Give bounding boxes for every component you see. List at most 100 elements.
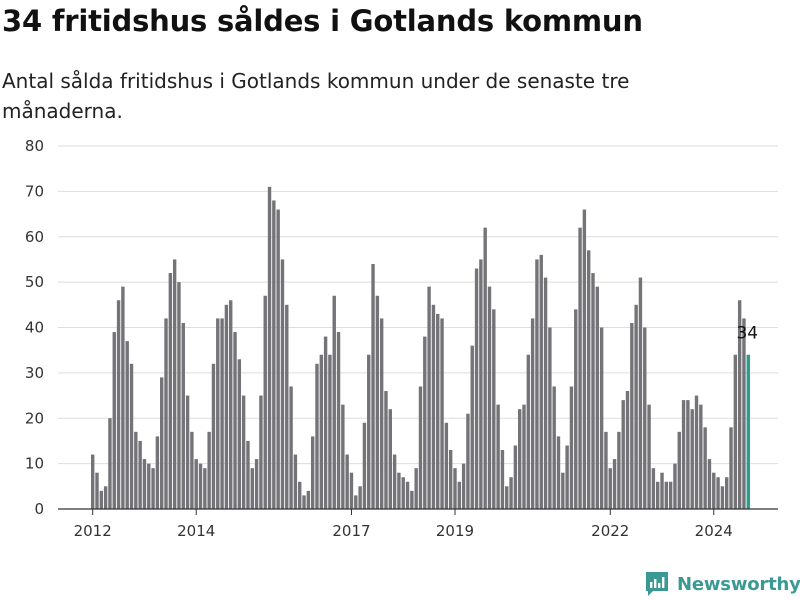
bar — [539, 254, 543, 509]
bar — [371, 263, 375, 509]
bar — [254, 459, 259, 509]
brand: Newsworthy — [644, 570, 800, 598]
bar — [466, 413, 470, 509]
bar — [496, 404, 500, 509]
bar — [147, 463, 151, 510]
bar — [220, 318, 224, 509]
bar — [185, 395, 190, 509]
bar — [742, 318, 746, 509]
bar — [418, 386, 423, 509]
bar — [323, 336, 328, 509]
bar — [448, 450, 453, 509]
bar — [556, 436, 561, 509]
bar — [517, 409, 522, 509]
bar — [349, 472, 354, 509]
data-label: 34 — [736, 324, 758, 344]
bar — [677, 431, 681, 509]
bar — [595, 286, 600, 509]
bar — [280, 259, 285, 509]
bar — [375, 295, 380, 509]
bar — [526, 354, 531, 509]
bar — [474, 268, 479, 509]
bar — [479, 259, 483, 509]
bar — [699, 404, 703, 509]
y-tick-label: 80 — [25, 137, 44, 155]
bar — [625, 391, 630, 509]
brand-name: Newsworthy — [677, 573, 800, 595]
bar — [410, 490, 414, 509]
bar — [582, 209, 587, 509]
bar — [720, 486, 725, 509]
bar-highlight — [746, 354, 750, 509]
bar — [241, 395, 246, 509]
bar — [211, 363, 216, 509]
bar — [224, 304, 229, 509]
bar — [621, 400, 625, 509]
bar — [233, 332, 237, 509]
bar — [453, 468, 457, 509]
bar — [599, 327, 604, 509]
bar — [168, 273, 173, 509]
bar — [302, 495, 306, 509]
bar — [729, 427, 733, 509]
bar — [543, 277, 548, 509]
bar — [427, 286, 431, 509]
bar — [630, 322, 634, 509]
bar — [194, 459, 198, 509]
bar — [246, 440, 250, 509]
bar — [643, 327, 647, 509]
bar — [237, 359, 242, 509]
bar — [229, 300, 233, 509]
bar — [121, 286, 125, 509]
bar — [656, 481, 660, 509]
bar — [483, 227, 487, 509]
bar — [733, 354, 738, 509]
y-tick-label: 10 — [25, 455, 44, 473]
newsworthy-logo-icon — [646, 572, 668, 596]
bar — [103, 486, 108, 509]
y-tick-label: 30 — [25, 364, 44, 382]
bar — [552, 386, 556, 509]
bar — [388, 409, 392, 509]
bar — [694, 395, 699, 509]
bar — [272, 200, 276, 509]
bar — [177, 282, 181, 510]
bar — [298, 481, 302, 509]
y-tick-label: 0 — [34, 500, 44, 518]
y-tick-label: 70 — [25, 182, 44, 200]
bar — [116, 300, 121, 509]
bar — [328, 354, 332, 509]
bar — [414, 468, 418, 509]
bar — [591, 273, 595, 509]
bar — [612, 459, 617, 509]
bar — [638, 277, 643, 509]
bar — [142, 459, 147, 509]
bar — [436, 313, 440, 509]
bar — [358, 486, 362, 509]
bar — [129, 363, 134, 509]
bar — [492, 309, 496, 509]
y-tick-label: 20 — [25, 409, 44, 427]
bar — [289, 386, 293, 509]
bar — [310, 436, 315, 509]
bar — [392, 454, 397, 509]
x-tick-label: 2014 — [177, 522, 215, 540]
x-tick-label: 2017 — [332, 522, 370, 540]
bar — [367, 354, 371, 509]
bar — [561, 472, 565, 509]
bar — [707, 459, 712, 509]
bar — [336, 332, 341, 509]
bar — [712, 472, 716, 509]
bar — [509, 477, 513, 509]
bar — [578, 227, 582, 509]
bar — [686, 400, 690, 509]
bar — [405, 481, 410, 509]
bar — [470, 345, 474, 509]
bar — [151, 468, 155, 509]
bar — [138, 440, 142, 509]
bar — [690, 409, 694, 509]
bar — [172, 259, 177, 509]
bar — [461, 463, 466, 510]
bar — [263, 295, 267, 509]
bar — [354, 495, 358, 509]
